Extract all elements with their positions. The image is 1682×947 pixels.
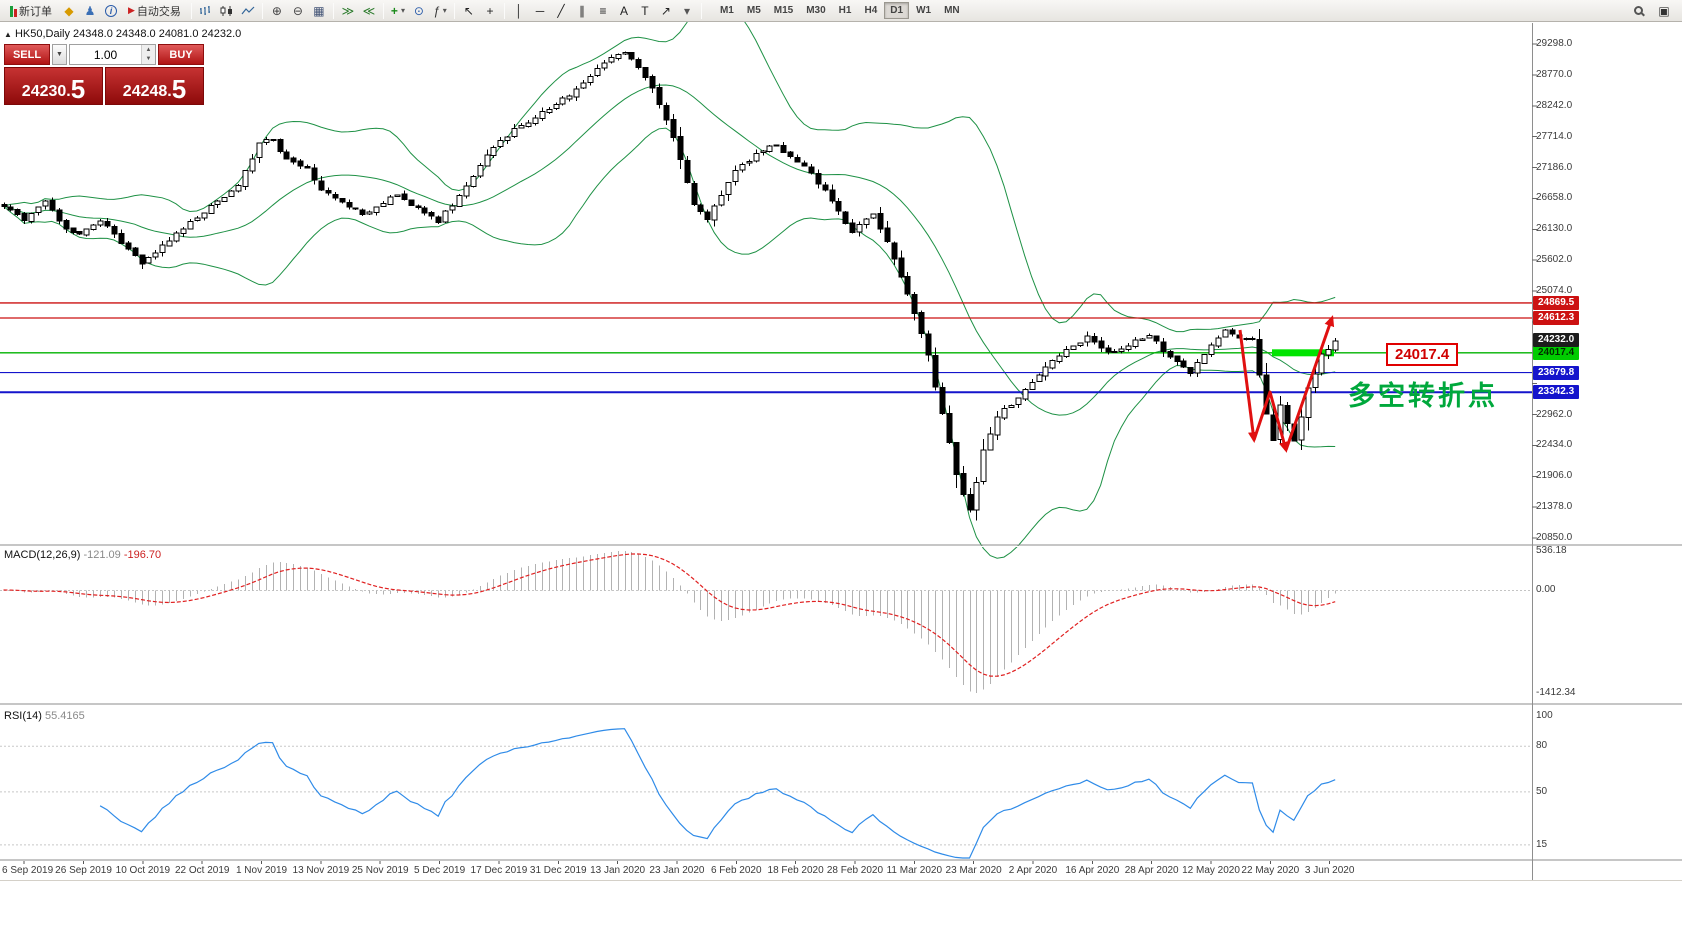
sell-price-button[interactable]: 24230. 5 xyxy=(4,67,103,105)
search-icon[interactable] xyxy=(1628,2,1648,20)
toolbar-separator xyxy=(503,2,505,19)
turning-point-annotation[interactable]: 多空转折点 xyxy=(1348,381,1498,411)
trendline-icon[interactable]: ╱ xyxy=(551,2,571,20)
volume-field: ▲ ▼ xyxy=(69,44,156,65)
macd-histogram xyxy=(0,550,1532,693)
candlesticks xyxy=(1,51,1339,521)
toolbar: 新订单 ◆ ♟ i ▶ 自动交易 ⊕ ⊖ ▦ ≫ ≪ + ▾ ⊙ ƒ ▾ ↖ + │ ─ ╱ ∥ ≡ A T ↗ ▾ M1 M5 M15… xyxy=(0,0,1682,22)
trend-arrows[interactable] xyxy=(1238,315,1335,453)
sell-price-main: 24230. xyxy=(21,83,71,100)
label-tool-icon[interactable]: T xyxy=(635,2,655,20)
rsi-panel-graphics xyxy=(0,728,1532,859)
macd-signal-value: -196.70 xyxy=(123,549,162,561)
timeframe-H1[interactable]: H1 xyxy=(833,2,858,19)
rsi-value: 55.4165 xyxy=(44,710,85,722)
bollinger-bands xyxy=(3,0,1336,559)
timeframe-M1[interactable]: M1 xyxy=(714,2,740,19)
timeframe-D1[interactable]: D1 xyxy=(884,2,910,19)
sell-price-big-digit: 5 xyxy=(70,74,86,105)
chart-ohlc-text: HK50,Daily 24348.0 24348.0 24081.0 24232… xyxy=(14,28,242,40)
horizontal-line-icon[interactable]: ─ xyxy=(530,2,550,20)
buy-button[interactable]: BUY xyxy=(158,44,204,65)
volume-down-button[interactable]: ▼ xyxy=(142,54,155,64)
bars-chart-icon[interactable] xyxy=(196,2,216,20)
macd-main-value: -121.09 xyxy=(83,549,121,561)
bollinger-middle-band xyxy=(3,84,1336,416)
toolbar-separator xyxy=(190,2,192,19)
buy-price-main: 24248. xyxy=(122,83,172,100)
zoom-out-icon[interactable]: ⊖ xyxy=(288,2,308,20)
arrows-tool-icon[interactable]: ↗ xyxy=(656,2,676,20)
line-chart-icon[interactable] xyxy=(238,2,258,20)
timeframe-M5[interactable]: M5 xyxy=(741,2,767,19)
vertical-line-icon[interactable]: │ xyxy=(509,2,529,20)
strategy-tester-icon[interactable]: ◆ xyxy=(59,2,79,20)
accounts-icon[interactable]: ♟ xyxy=(80,2,100,20)
text-tool-icon[interactable]: A xyxy=(614,2,634,20)
candlestick-chart-icon[interactable] xyxy=(217,2,237,20)
tools-dropdown-icon[interactable]: ▾ xyxy=(677,2,697,20)
buy-price-big-digit: 5 xyxy=(171,74,187,105)
one-click-trading-panel: SELL ▼ ▲ ▼ BUY 24230.5 24248.5 xyxy=(4,44,204,105)
auto-trading-button[interactable]: ▶ 自动交易 xyxy=(122,2,187,20)
chart-shift-icon[interactable]: ≪ xyxy=(359,2,379,20)
channel-icon[interactable]: ∥ xyxy=(572,2,592,20)
bollinger-lower-band xyxy=(3,127,1336,559)
toolbar-right-icons: ▣ xyxy=(1628,2,1678,20)
rsi-label: RSI(14) 55.4165 xyxy=(4,710,85,722)
new-chart-button[interactable]: + ▾ xyxy=(388,2,408,20)
collapse-icon[interactable]: ▲ xyxy=(4,30,12,39)
timeframe-H4[interactable]: H4 xyxy=(858,2,883,19)
toolbar-separator xyxy=(332,2,334,19)
sell-button[interactable]: SELL xyxy=(4,44,50,65)
timeframe-MN[interactable]: MN xyxy=(938,2,966,19)
timeframe-toolbar: M1 M5 M15 M30 H1 H4 D1 W1 MN xyxy=(714,2,966,19)
buy-price-button[interactable]: 24248. 5 xyxy=(105,67,204,105)
rsi-line xyxy=(99,728,1336,859)
new-order-button[interactable]: 新订单 xyxy=(4,2,58,20)
support-highlight-band[interactable] xyxy=(1272,349,1334,357)
timeframe-W1[interactable]: W1 xyxy=(910,2,937,19)
order-candles-icon xyxy=(10,5,17,17)
volume-dropdown[interactable]: ▼ xyxy=(52,44,67,65)
toolbar-separator xyxy=(700,2,702,19)
info-icon[interactable]: i xyxy=(101,2,121,20)
play-icon: ▶ xyxy=(128,5,135,15)
volume-up-button[interactable]: ▲ xyxy=(142,45,155,55)
tile-windows-icon[interactable]: ▦ xyxy=(309,2,329,20)
zoom-in-icon[interactable]: ⊕ xyxy=(267,2,287,20)
chart-title: ▲ HK50,Daily 24348.0 24348.0 24081.0 242… xyxy=(4,28,241,40)
panel-separators xyxy=(0,23,1682,881)
crosshair-icon[interactable]: + xyxy=(480,2,500,20)
toolbar-separator xyxy=(261,2,263,19)
price-callout-label[interactable]: 24017.4 xyxy=(1386,343,1459,366)
indicators-button[interactable]: ƒ ▾ xyxy=(430,2,450,20)
volume-input[interactable] xyxy=(70,45,141,64)
fibonacci-icon[interactable]: ≡ xyxy=(593,2,613,20)
auto-scroll-icon[interactable]: ≫ xyxy=(338,2,358,20)
horizontal-level-lines[interactable] xyxy=(0,302,1532,394)
macd-signal-line xyxy=(3,553,1336,677)
macd-name: MACD(12,26,9) xyxy=(4,549,81,561)
timeframe-M30[interactable]: M30 xyxy=(800,2,831,19)
timeframe-M15[interactable]: M15 xyxy=(768,2,799,19)
layout-icon[interactable]: ▣ xyxy=(1654,2,1674,20)
toolbar-separator xyxy=(453,2,455,19)
rsi-name: RSI(14) xyxy=(4,710,42,722)
bollinger-upper-band xyxy=(3,0,1336,333)
cursor-icon[interactable]: ↖ xyxy=(459,2,479,20)
toolbar-separator xyxy=(382,2,384,19)
profiles-icon[interactable]: ⊙ xyxy=(409,2,429,20)
macd-label: MACD(12,26,9) -121.09 -196.70 xyxy=(4,549,161,561)
